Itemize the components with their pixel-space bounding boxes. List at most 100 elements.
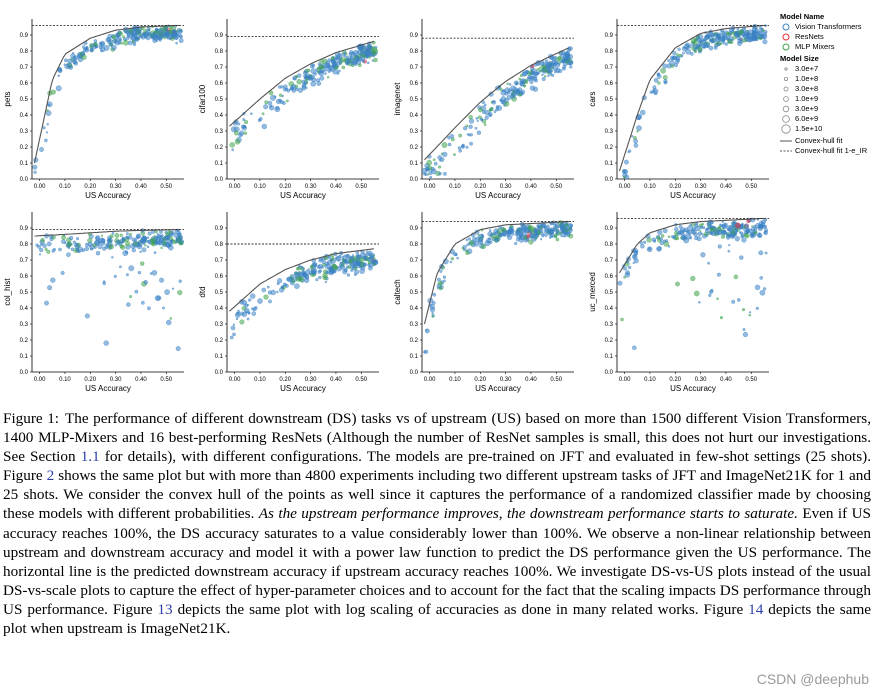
caption-ref-section[interactable]: 1.1 [80,448,100,466]
data-point [549,227,554,232]
data-point [531,236,537,242]
caption-text-6: depicts the same plot when upstream is I… [3,600,871,638]
data-point [372,47,378,53]
data-point [373,57,378,63]
data-point [261,287,267,293]
data-point [559,222,565,228]
data-point [426,159,433,166]
data-point [632,345,637,350]
y-tick-label: 0.5 [410,97,419,103]
scatter-points [621,24,768,180]
y-tick-label: 0.9 [410,226,419,232]
data-point [337,69,341,73]
y-tick-label: 0.8 [605,49,614,55]
data-point [504,101,510,107]
data-point [693,290,700,297]
data-point [461,143,465,148]
x-tick-label: 0.10 [254,184,266,190]
data-point [518,93,522,97]
fit-curve [229,40,375,127]
data-point [759,276,763,280]
data-point [565,60,569,64]
caption-ref-figure-14[interactable]: 14 [748,600,764,618]
data-point [294,75,298,79]
y-tick-label: 0.7 [20,258,29,264]
data-point [675,281,680,287]
data-point [529,85,536,91]
x-axis-label: US Accuracy [475,384,521,393]
data-point [720,234,726,239]
y-axis-label: col_hist [3,278,12,306]
data-point [633,138,638,144]
data-point [743,227,748,232]
data-point [762,39,768,45]
data-point [172,239,175,242]
fit-curve [619,217,764,274]
data-point [642,240,647,244]
data-point [687,44,692,49]
data-point [662,239,667,243]
data-point [122,35,126,39]
caption-ref-figure-13[interactable]: 13 [157,600,173,618]
data-point [97,243,103,250]
figure-caption: Figure 1: The performance of different do… [3,409,871,638]
y-tick-label: 0.0 [605,177,614,183]
data-point [46,241,52,247]
data-point [453,153,456,157]
data-point [742,327,746,331]
data-point [623,175,626,179]
data-point [511,91,517,97]
data-point [762,36,766,40]
data-point [762,287,767,291]
data-point [338,254,342,259]
data-point [659,237,663,241]
data-point [441,142,448,148]
data-point [257,298,263,304]
data-point [558,69,563,74]
data-point [111,256,114,259]
data-point [486,237,492,244]
data-point [671,55,677,61]
y-tick-label: 0.5 [20,97,29,103]
data-point [127,235,133,240]
y-tick-label: 0.2 [410,338,419,344]
data-point [165,232,169,236]
data-point [134,35,141,41]
data-point [294,283,300,289]
data-point [439,269,443,273]
data-point [431,311,434,315]
data-point [709,228,713,232]
data-point [177,232,182,237]
data-point [523,84,527,88]
data-point [748,313,752,317]
data-point [424,172,428,176]
scatter-points [35,228,185,352]
data-point [301,79,306,84]
data-point [680,227,686,233]
data-point [569,226,573,230]
data-point [58,247,62,252]
x-tick-label: 0.10 [644,184,656,190]
x-tick-label: 0.40 [525,377,537,383]
data-point [733,274,739,280]
data-point [488,91,494,97]
data-point [295,267,300,271]
data-point [124,250,129,254]
data-point [528,239,534,245]
data-point [284,283,287,287]
data-point [151,270,158,276]
data-point [109,234,114,239]
data-point [468,114,473,120]
data-point [685,230,691,235]
data-point [443,279,446,283]
data-point [332,68,338,75]
data-point [118,31,123,37]
data-point [536,223,542,229]
x-tick-label: 0.40 [330,184,342,190]
caption-ref-figure-2[interactable]: 2 [46,467,55,485]
data-point [326,75,330,79]
data-point [354,266,358,270]
y-tick-label: 0.6 [20,81,29,87]
data-point [554,223,557,226]
x-axis-label: US Accuracy [670,384,716,393]
